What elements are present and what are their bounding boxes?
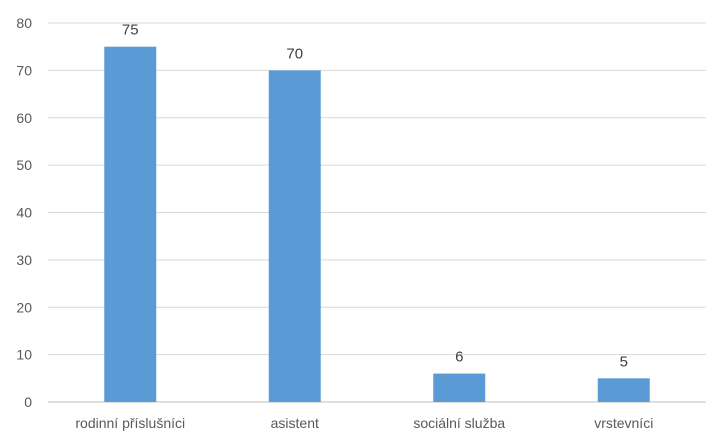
data-label: 5 [620, 353, 628, 370]
x-tick-label: asistent [271, 415, 319, 431]
y-tick-label: 30 [16, 252, 32, 268]
x-tick-label: sociální služba [413, 415, 505, 431]
y-tick-label: 40 [16, 205, 32, 221]
x-axis-ticks: rodinní příslušníci asistent sociální služ… [75, 415, 653, 431]
bars [104, 46, 650, 402]
y-tick-label: 20 [16, 299, 32, 315]
data-label: 6 [455, 349, 463, 366]
y-tick-label: 70 [16, 62, 32, 78]
y-tick-label: 50 [16, 157, 32, 173]
gridlines [48, 22, 706, 403]
data-label: 75 [122, 22, 139, 39]
x-tick-label: vrstevníci [594, 415, 653, 431]
y-axis-ticks: 0 10 20 30 40 50 60 70 80 [16, 15, 32, 410]
bar [433, 373, 486, 402]
y-tick-label: 80 [16, 15, 32, 31]
data-label: 70 [286, 45, 303, 62]
y-tick-label: 60 [16, 110, 32, 126]
bar [104, 46, 157, 402]
y-tick-label: 10 [16, 347, 32, 363]
bar [597, 378, 650, 402]
bar [268, 70, 321, 402]
x-tick-label: rodinní příslušníci [75, 415, 185, 431]
y-tick-label: 0 [24, 394, 32, 410]
